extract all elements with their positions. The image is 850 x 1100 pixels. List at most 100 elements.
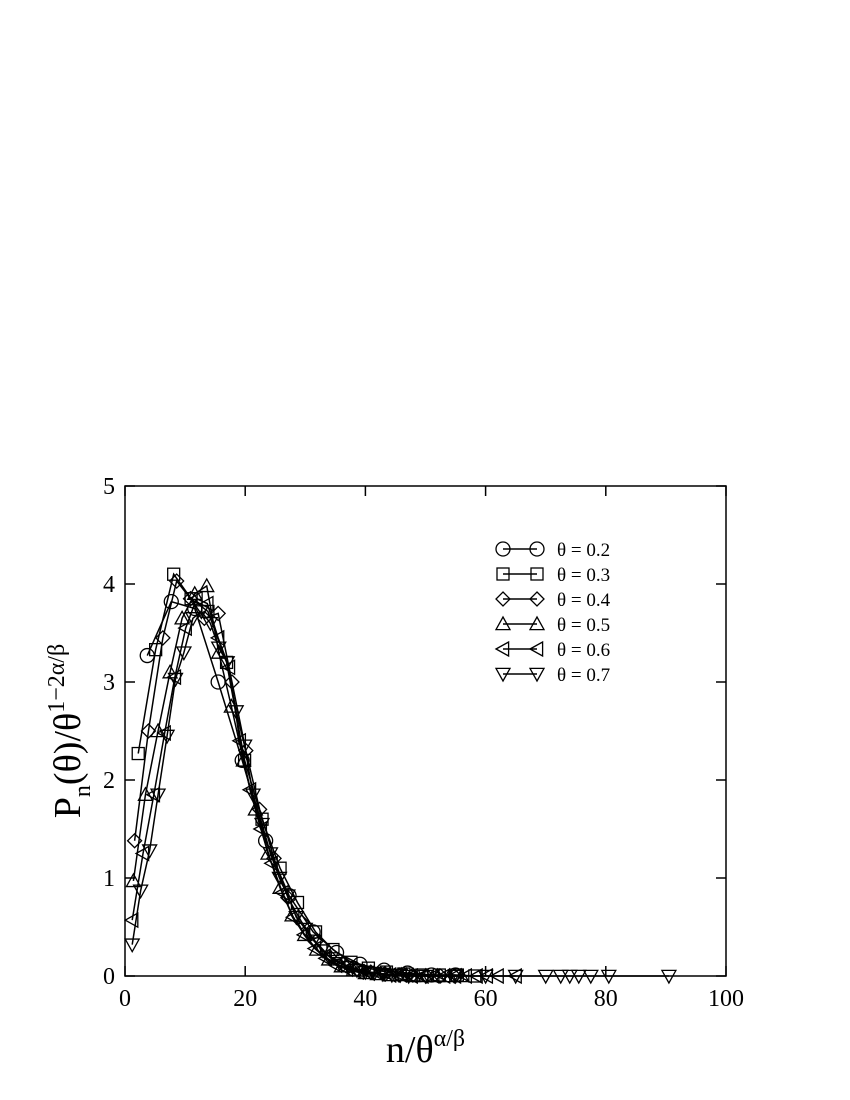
data-point <box>125 872 142 888</box>
data-point <box>284 909 300 926</box>
legend-marker <box>529 541 545 557</box>
legend-marker <box>495 591 511 607</box>
legend-marker <box>495 541 511 557</box>
x-tick-label: 80 <box>594 986 618 1012</box>
data-point <box>219 656 236 671</box>
data-point <box>124 938 141 953</box>
data-point <box>132 884 149 900</box>
data-point <box>131 746 145 761</box>
y-tick-label: 2 <box>103 768 115 794</box>
data-point <box>259 845 277 860</box>
x-tick-label: 100 <box>708 986 744 1012</box>
data-point <box>297 922 314 938</box>
data-point <box>198 595 214 612</box>
legend-label: θ = 0.5 <box>557 615 610 636</box>
y-axis-label-mid: (θ)/θ <box>47 713 89 785</box>
data-point <box>182 590 199 607</box>
legend-label: θ = 0.2 <box>557 540 610 561</box>
data-point <box>149 788 167 804</box>
data-point <box>167 567 181 581</box>
legend-marker <box>494 667 512 683</box>
data-point <box>305 934 322 950</box>
legend-marker <box>494 615 512 631</box>
y-axis-label-sup: 1−2α/β <box>44 644 70 713</box>
data-point <box>193 605 210 620</box>
data-point <box>186 585 203 601</box>
data-point <box>274 884 289 901</box>
data-point <box>374 967 391 983</box>
y-tick-label: 5 <box>103 474 115 500</box>
data-point <box>432 968 449 984</box>
data-point <box>366 966 383 982</box>
x-axis-label-sup: α/β <box>434 1026 465 1052</box>
data-point <box>210 641 227 657</box>
data-point <box>600 969 617 985</box>
legend-marker <box>530 567 544 581</box>
data-point <box>168 573 185 589</box>
data-point <box>357 965 374 981</box>
y-axis-label: Pn(θ)/θ1−2α/β <box>44 644 96 818</box>
data-point <box>163 593 179 610</box>
y-tick-label: 4 <box>103 572 115 598</box>
data-point <box>154 629 171 646</box>
data-point <box>323 952 340 967</box>
legend-label: θ = 0.4 <box>557 590 611 611</box>
data-point <box>252 820 268 838</box>
data-point <box>447 969 464 985</box>
data-point <box>537 969 554 985</box>
y-axis-label-sub: n <box>70 785 96 797</box>
legend-label: θ = 0.7 <box>557 665 610 686</box>
data-point <box>167 672 184 688</box>
data-point <box>279 889 296 904</box>
x-tick-label: 0 <box>119 986 131 1012</box>
data-point <box>140 723 157 739</box>
data-point <box>582 969 599 985</box>
legend-marker <box>528 615 546 631</box>
y-axis-label-base: P <box>47 797 89 818</box>
data-point <box>173 609 191 625</box>
data-point <box>400 969 417 985</box>
data-point <box>247 801 264 816</box>
x-axis-label: n/θα/β <box>386 1026 465 1071</box>
legend-marker <box>494 640 510 658</box>
legend-marker <box>528 667 546 683</box>
plot-frame <box>124 485 727 977</box>
data-point <box>392 968 409 984</box>
data-point <box>288 910 305 926</box>
data-point <box>314 944 331 959</box>
data-point <box>570 969 587 985</box>
data-point <box>141 844 158 859</box>
data-point <box>253 817 271 833</box>
data-point <box>561 969 578 985</box>
legend-label: θ = 0.6 <box>557 640 610 661</box>
data-point <box>145 786 161 803</box>
data-point <box>241 781 257 798</box>
data-point <box>231 732 247 749</box>
data-point <box>552 969 569 985</box>
x-tick-label: 20 <box>233 986 257 1012</box>
x-tick-label: 40 <box>353 986 377 1012</box>
data-point <box>188 590 203 607</box>
data-point <box>417 969 434 985</box>
data-point <box>244 788 262 804</box>
data-point <box>123 912 139 929</box>
data-point <box>175 646 193 661</box>
data-point <box>202 616 219 632</box>
data-point <box>507 969 524 985</box>
data-point <box>198 577 215 593</box>
data-point <box>477 969 494 985</box>
data-point <box>209 629 225 647</box>
data-point <box>177 619 192 637</box>
legend-marker <box>528 640 544 658</box>
data-point <box>262 847 279 862</box>
data-point <box>660 969 678 985</box>
x-tick-label: 60 <box>474 986 498 1012</box>
data-point <box>184 612 202 627</box>
data-point <box>271 871 288 887</box>
data-point <box>158 729 176 745</box>
series-line <box>146 600 456 976</box>
data-point <box>228 705 245 720</box>
data-point <box>236 739 253 755</box>
